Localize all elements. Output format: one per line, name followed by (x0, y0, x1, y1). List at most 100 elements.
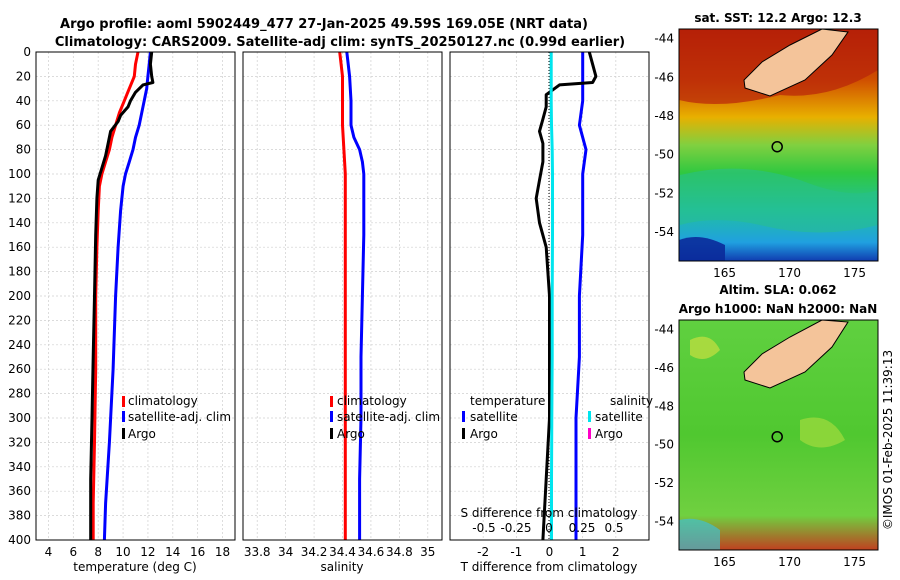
legend-climatology: climatology (337, 394, 407, 408)
x-tick-label: 34.6 (358, 545, 385, 559)
x-tick-label: 8 (94, 545, 102, 559)
difference-panel: -2 -1 0 1 2 T difference from climatology S … (449, 51, 653, 574)
series-satellite-adj-clim (102, 51, 152, 541)
y-tick-label: 360 (8, 484, 31, 498)
legend-s-argo: Argo (595, 427, 623, 441)
sst-land-new-zealand (743, 28, 849, 97)
sla-argo-position-marker (771, 430, 783, 443)
sst-map-title: sat. SST: 12.2 Argo: 12.3 (694, 11, 861, 25)
y-tick-label: 180 (8, 265, 31, 279)
title-line-1: Argo profile: aoml 5902449_477 27-Jan-20… (60, 17, 588, 32)
sst-argo-position-marker (771, 140, 783, 153)
x-tick-label: 34.8 (386, 545, 413, 559)
temperature-legend: climatology satellite-adj. clim Argo (122, 394, 231, 441)
y-tick-label: 140 (8, 216, 31, 230)
legend-line-argo (330, 428, 333, 439)
y-tick-label: 320 (8, 435, 31, 449)
series-t-argo (534, 51, 598, 541)
y-tick-label: 200 (8, 289, 31, 303)
x-tick-label: -1 (510, 545, 522, 559)
sla-map-title-2: Argo h1000: NaN h2000: NaN (679, 302, 878, 316)
temperature-panel: 0 20 40 60 80 100 120 140 160 180 200 220 240 260 280 3… (8, 45, 236, 574)
y-tick-label: 240 (8, 338, 31, 352)
salinity-panel: 33.8 34 34.2 34.4 34.6 34.8 35 salinity climat… (242, 51, 443, 574)
x-tick-label: 6 (69, 545, 77, 559)
series-t-satellite (574, 52, 588, 540)
y-tick-label: 0 (23, 45, 31, 59)
temperature-xlabel: temperature (deg C) (73, 560, 196, 574)
difference-xlabel: T difference from climatology (460, 560, 638, 574)
sla-cyan-patch (679, 518, 720, 550)
legend-argo: Argo (337, 427, 365, 441)
y-tick-label: 60 (16, 118, 31, 132)
lon-tick-label: 170 (778, 266, 801, 280)
lat-tick-label: -44 (654, 32, 674, 46)
s-tick-label: -0.5 (472, 521, 495, 535)
s-tick-label: 0 (545, 521, 553, 535)
y-tick-label: 40 (16, 94, 31, 108)
salinity-xlabel: salinity (320, 560, 363, 574)
x-tick-label: 12 (140, 545, 155, 559)
y-tick-label: 300 (8, 411, 31, 425)
y-tick-label: 160 (8, 240, 31, 254)
x-tick-label: 34.2 (301, 545, 328, 559)
x-tick-label: 34.4 (329, 545, 356, 559)
s-difference-label: S difference from climatology (461, 506, 638, 520)
lat-tick-label: -52 (654, 186, 674, 200)
lat-tick-label: -54 (654, 514, 674, 528)
y-tick-label: 100 (8, 167, 31, 181)
y-tick-label: 20 (16, 69, 31, 83)
legend-line-climatology (122, 396, 125, 407)
difference-legend: temperature salinity satellite Argo sate… (462, 394, 653, 441)
legend-line-satellite (330, 411, 333, 422)
legend-title-temperature: temperature (470, 394, 545, 408)
lon-tick-label: 175 (843, 266, 866, 280)
lon-tick-label: 170 (778, 555, 801, 569)
x-tick-label: 10 (115, 545, 130, 559)
legend-line-s-satellite (588, 411, 591, 422)
lon-tick-label: 165 (713, 555, 736, 569)
lat-tick-label: -48 (654, 109, 674, 123)
lon-tick-label: 175 (843, 555, 866, 569)
lat-tick-label: -46 (654, 70, 674, 84)
x-tick-label: 33.8 (244, 545, 271, 559)
legend-line-argo (122, 428, 125, 439)
lat-tick-label: -44 (654, 323, 674, 337)
lat-tick-label: -54 (654, 225, 674, 239)
y-tick-label: 340 (8, 460, 31, 474)
x-tick-label: 4 (45, 545, 53, 559)
sst-deep-cool-patch (679, 236, 725, 261)
legend-line-t-argo (462, 428, 465, 439)
lat-tick-label: -50 (654, 148, 674, 162)
x-tick-label: -2 (477, 545, 489, 559)
x-tick-label: 16 (190, 545, 205, 559)
x-tick-label: 0 (546, 545, 554, 559)
x-tick-label: 18 (215, 545, 230, 559)
lat-tick-label: -50 (654, 438, 674, 452)
x-tick-label: 14 (165, 545, 180, 559)
series-climatology (338, 51, 347, 540)
sla-land-new-zealand (743, 319, 849, 389)
lat-tick-label: -52 (654, 476, 674, 490)
legend-line-climatology (330, 396, 333, 407)
sla-yellow-patch-1 (690, 336, 720, 359)
legend-line-satellite (122, 411, 125, 422)
s-tick-label: 0.5 (604, 521, 623, 535)
legend-satellite-adj: satellite-adj. clim (128, 410, 231, 424)
y-tick-label: 80 (16, 143, 31, 157)
y-tick-label: 400 (8, 533, 31, 547)
lat-tick-label: -48 (654, 399, 674, 413)
series-s-satellite (549, 52, 554, 540)
sst-cool-patch (680, 168, 878, 233)
series-climatology (91, 51, 140, 540)
sla-yellow-patch-2 (800, 417, 845, 448)
legend-s-satellite: satellite (595, 410, 643, 424)
legend-t-argo: Argo (470, 427, 498, 441)
y-tick-label: 280 (8, 387, 31, 401)
x-tick-label: 2 (612, 545, 620, 559)
series-satellite-adj-clim (345, 51, 366, 540)
y-tick-label: 380 (8, 509, 31, 523)
s-tick-label: -0.25 (500, 521, 531, 535)
